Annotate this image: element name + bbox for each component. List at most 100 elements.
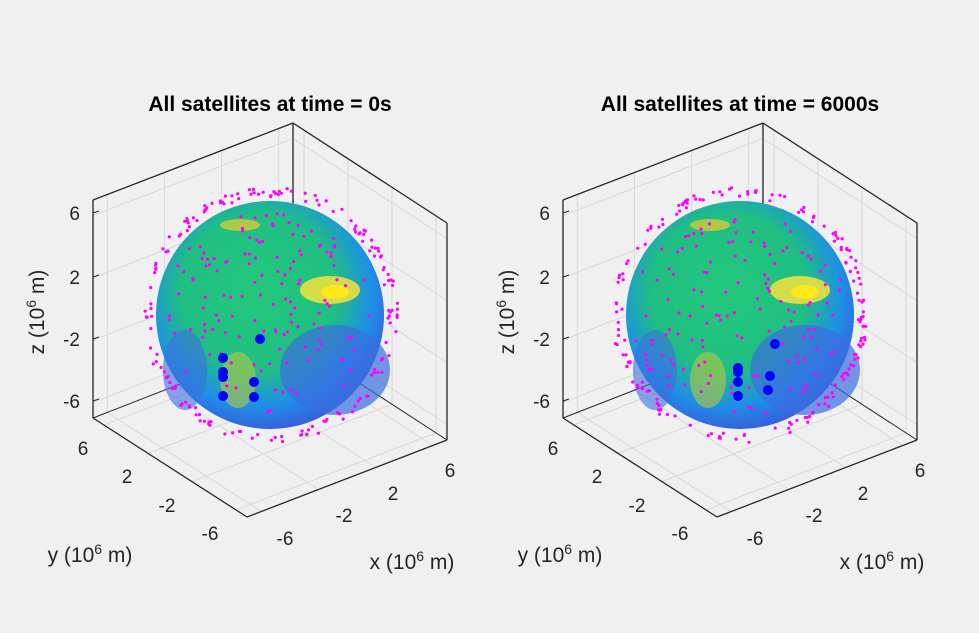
satellite-point [862, 335, 866, 339]
grid-line [661, 403, 863, 483]
satellite-point [747, 405, 751, 409]
satellite-point [229, 361, 233, 365]
satellite-point [697, 363, 701, 368]
satellite-point [317, 203, 321, 207]
satellite-point [705, 321, 709, 325]
satellite-point [379, 255, 383, 259]
satellite-point [671, 362, 675, 366]
satellite-point [742, 433, 747, 437]
satellite-point [706, 381, 710, 385]
satellite-point [312, 322, 316, 326]
satellite-point [329, 254, 333, 259]
x-tick-label: 6 [445, 461, 456, 482]
satellite-point [809, 257, 813, 261]
satellite-point [857, 298, 861, 302]
axis-label-text: y (10 [48, 544, 95, 567]
axis-label-exponent: 6 [886, 548, 894, 564]
satellite-point [705, 270, 709, 274]
satellite-point [187, 405, 192, 409]
satellite-point [198, 419, 202, 423]
satellite-point [230, 194, 234, 198]
satellite-point [340, 207, 344, 211]
satellite-point [207, 422, 211, 426]
satellite-point [644, 314, 648, 318]
satellite-point [849, 363, 853, 367]
satellite-point [665, 412, 669, 417]
satellite-point [332, 263, 336, 268]
satellite-point [277, 189, 281, 193]
satellite-point [319, 342, 324, 346]
satellite-point [230, 314, 234, 318]
z-axis-label: z (106 m) [493, 270, 519, 355]
axis-label-unit: m) [894, 551, 924, 574]
satellite-point [373, 246, 377, 250]
satellite-point [349, 219, 353, 223]
satellite-point [861, 315, 865, 319]
satellite-point [354, 224, 358, 228]
satellite-point [767, 329, 771, 333]
satellite-point [262, 329, 266, 333]
satellite-point [288, 266, 292, 271]
satellite-point [768, 252, 772, 257]
x-tick-label: 2 [858, 484, 869, 505]
satellite-point [805, 384, 809, 388]
satellite-point [274, 328, 278, 332]
satellite-point [863, 338, 867, 342]
satellite-point [310, 424, 315, 429]
satellite-point [676, 332, 680, 336]
satellite-point [252, 363, 256, 367]
satellite-point [734, 231, 738, 235]
satellite-point [783, 222, 788, 226]
satellite-point [387, 354, 391, 358]
satellite-point [333, 244, 337, 248]
satellite-point [677, 311, 681, 315]
satellite-point [701, 345, 705, 349]
satellite-point [342, 384, 347, 388]
highlighted-satellite-point [765, 371, 775, 381]
satellite-point [616, 333, 621, 338]
satellite-point [657, 225, 661, 229]
satellite-point [203, 204, 207, 208]
satellite-point [677, 203, 681, 208]
satellite-point [390, 308, 394, 312]
satellite-point [734, 437, 738, 441]
satellite-point [210, 201, 214, 205]
satellite-point [149, 286, 153, 290]
y-axis [562, 417, 718, 518]
satellite-point [660, 217, 665, 221]
satellite-point [770, 193, 774, 197]
satellite-point [854, 352, 858, 357]
satellite-point [655, 397, 659, 401]
grid-line [191, 403, 393, 483]
satellite-point [635, 383, 639, 387]
satellite-point [285, 361, 289, 365]
satellite-point [143, 309, 147, 313]
z-tick [562, 210, 570, 214]
satellite-point [839, 245, 843, 249]
satellite-point [806, 254, 810, 258]
satellite-point [149, 326, 153, 331]
satellite-point [683, 235, 688, 239]
satellite-point [660, 353, 664, 357]
satellite-point [203, 329, 207, 333]
satellite-point [202, 322, 206, 326]
satellite-point [247, 252, 251, 256]
satellite-point [331, 236, 336, 240]
satellite-point [743, 258, 747, 262]
satellite-point [358, 396, 362, 400]
satellite-point [148, 346, 153, 350]
satellite-point [237, 429, 241, 433]
grid-line [235, 432, 437, 511]
satellite-point [215, 269, 219, 273]
satellite-point [201, 335, 205, 339]
satellite-point [289, 320, 294, 324]
satellite-point [322, 419, 326, 423]
satellite-point [273, 435, 277, 440]
satellite-point [732, 409, 736, 413]
satellite-point [810, 220, 815, 224]
satellite-point [372, 370, 376, 375]
axes-0: 6 2 -2 -6 6 2 -2 -6 -6 -2 2 6 All satellites at time… [23, 93, 455, 574]
satellite-point [666, 298, 670, 302]
satellite-point [201, 306, 205, 310]
y-tick-label: -6 [202, 524, 219, 545]
